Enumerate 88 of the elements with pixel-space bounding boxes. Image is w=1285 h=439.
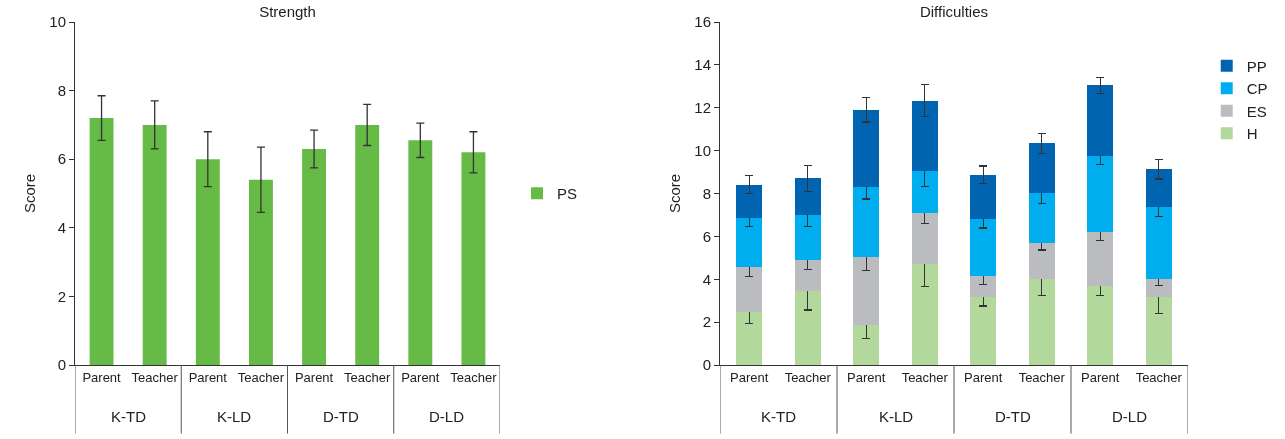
bar (970, 174, 997, 220)
bar (794, 214, 821, 261)
text: D-TD (323, 408, 359, 425)
y-tick-label: 4 (702, 270, 711, 288)
bar (1087, 232, 1114, 287)
legend-label: ES (1246, 102, 1267, 120)
legend-label: PS (557, 185, 578, 203)
y-tick-label: 4 (57, 219, 66, 237)
bar (736, 312, 763, 365)
x-tick-label: Parent (82, 369, 122, 385)
bar (1087, 156, 1114, 233)
bar (408, 140, 433, 365)
x-tick-label: Parent (294, 369, 334, 385)
y-tick-label: 6 (702, 227, 711, 245)
bar (911, 100, 938, 171)
bar (911, 212, 938, 265)
text: K-LD (217, 408, 252, 425)
y-axis-title: Score (21, 173, 38, 214)
bar (970, 219, 997, 277)
y-tick-label: 2 (702, 313, 711, 331)
bar (142, 124, 167, 365)
bar (853, 109, 880, 187)
y-tick-label: 8 (702, 184, 711, 202)
legend-label: H (1246, 125, 1258, 143)
text: D-LD (429, 408, 465, 425)
x-tick-label: Teacher (1018, 369, 1066, 385)
bar (794, 178, 821, 215)
x-tick-label: Teacher (131, 369, 179, 385)
x-tick-label: Teacher (344, 369, 391, 385)
y-tick-label: 16 (694, 13, 711, 31)
bar (853, 325, 880, 365)
chart-title: Strength (259, 3, 316, 21)
bar (1028, 243, 1055, 280)
bar (911, 170, 938, 213)
y-axis-title: Score (666, 173, 683, 214)
x-tick-label: Teacher (784, 369, 832, 385)
text: K-LD (879, 408, 914, 425)
bar (89, 118, 114, 365)
bar (736, 267, 763, 313)
x-tick-label: Parent (964, 369, 1003, 385)
bar (195, 159, 220, 365)
bar (1145, 169, 1172, 207)
x-tick-label: Parent (1081, 369, 1120, 385)
bar (794, 291, 821, 365)
bar (461, 152, 486, 365)
bar (302, 148, 327, 365)
bar (355, 124, 380, 365)
x-tick-label: Teacher (237, 369, 285, 385)
y-tick-label: 2 (57, 287, 66, 305)
legend-label: CP (1246, 80, 1268, 98)
y-tick-label: 10 (49, 13, 66, 31)
bar (911, 264, 938, 365)
text: D-LD (1112, 408, 1148, 425)
text: D-TD (995, 408, 1031, 425)
chart-title: Difficulties (919, 3, 989, 21)
legend-label: PP (1246, 57, 1267, 75)
y-tick-label: 6 (57, 150, 66, 168)
x-tick-label: Parent (401, 369, 440, 385)
y-tick-label: 0 (702, 356, 711, 374)
bar (1145, 279, 1172, 298)
x-tick-label: Parent (188, 369, 228, 385)
x-tick-label: Parent (847, 369, 886, 385)
text: K-TD (761, 408, 797, 425)
bar (1028, 143, 1055, 194)
text: K-TD (111, 408, 147, 425)
bar (736, 217, 763, 268)
y-tick-label: 10 (694, 141, 711, 159)
bar (248, 179, 273, 365)
x-tick-label: Teacher (901, 369, 949, 385)
bar (736, 184, 763, 218)
bar (1145, 206, 1172, 280)
x-tick-label: Teacher (450, 369, 498, 385)
bar (970, 276, 997, 298)
x-tick-label: Teacher (1135, 369, 1183, 385)
bar (1087, 85, 1114, 157)
bar (1145, 297, 1172, 365)
y-tick-label: 12 (694, 99, 711, 116)
y-tick-label: 0 (57, 356, 66, 374)
bar (1028, 193, 1055, 244)
bar (853, 257, 880, 326)
bar (794, 260, 821, 292)
y-tick-label: 8 (57, 81, 66, 99)
bar (1028, 279, 1055, 365)
bar (970, 297, 997, 365)
y-tick-label: 14 (694, 56, 711, 74)
x-tick-label: Parent (730, 369, 769, 385)
bar (1087, 286, 1114, 365)
bar (853, 186, 880, 258)
